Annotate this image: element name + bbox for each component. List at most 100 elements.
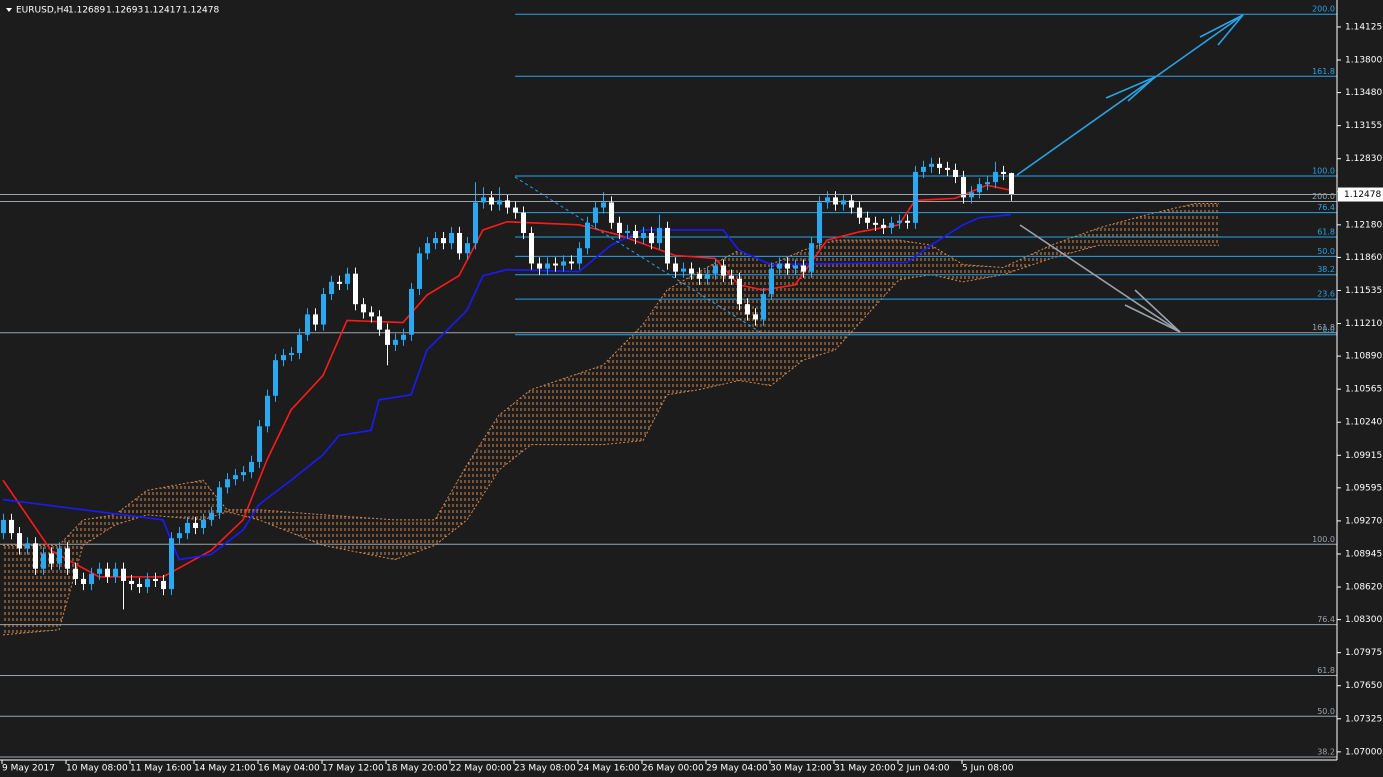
y-tick-label: 1.11210 [1345,319,1382,329]
candle-body [705,273,710,279]
fibo-label: 38.2 [1317,265,1335,274]
candle-body [417,253,422,289]
candle-body [689,268,694,274]
y-tick-label: 1.10565 [1345,385,1382,395]
candle-body [409,288,414,335]
candle-body [513,207,518,213]
candle-body [241,472,246,476]
candle-body [265,395,270,427]
candle-body [393,339,398,345]
x-tick-label: 9 May 2017 [2,764,55,774]
y-tick-label: 1.07325 [1345,714,1382,724]
candle-body [17,533,22,549]
y-tick-label: 1.08300 [1345,615,1382,625]
symbol: EURUSD,H4 [16,6,69,16]
candle-body [25,543,30,549]
candle-body [185,522,190,534]
header: EURUSD,H4 1.12689 1.12693 1.12417 1.1247… [6,6,219,16]
candle-body [329,281,334,295]
candle-body [321,294,326,325]
candle-body [721,265,726,276]
candle-body [249,461,254,473]
x-tick-label: 31 May 20:00 [834,764,896,774]
candle-body [41,553,46,569]
candle-body [745,304,750,315]
candle-body [433,238,438,244]
candle-body [921,166,926,172]
fibo-label: 0.0 [1322,325,1335,334]
candle-body [425,243,430,254]
down-arrow [1019,224,1181,333]
candle-body [57,548,62,564]
candle-body [289,353,294,356]
candle-body [49,553,54,564]
candle-body [9,519,14,534]
candle-body [929,163,934,167]
x-tick-label: 26 May 00:00 [642,764,704,774]
fibo-label: 50.0 [1317,247,1335,256]
fibo-label: 50.0 [1317,707,1335,716]
candle-body [561,261,566,266]
candle-body [961,177,966,198]
candle-body [785,263,790,269]
candle-body [577,248,582,264]
candle-body [817,202,822,244]
up-arrow [1016,14,1244,176]
fibo-label: 200.0 [1312,5,1335,14]
candle-body [729,275,734,279]
candle-body [753,314,758,320]
candle-body [465,243,470,254]
fibo-label: 61.8 [1317,666,1335,675]
candle-body [937,163,942,168]
last-low: 1.12417 [144,6,181,16]
candle-body [353,273,358,305]
fibo-label: 161.8 [1312,323,1335,332]
candle-body [225,479,230,488]
x-tick-label: 10 May 08:00 [66,764,128,774]
y-tick-label: 1.10890 [1345,352,1382,362]
candle-body [369,312,374,317]
fibo-label: 100.0 [1312,535,1335,544]
y-tick-label: 1.12180 [1345,220,1382,230]
candle-body [505,200,510,208]
candle-body [913,171,918,223]
x-tick-label: 14 May 21:00 [194,764,256,774]
candle-body [681,268,686,272]
candle-body [201,519,206,529]
candle-body [585,222,590,249]
candle-body [673,263,678,272]
candle-body [737,278,742,305]
y-tick-label: 1.11535 [1345,286,1382,296]
candle-body [33,543,38,569]
fibo-label: 76.4 [1317,203,1335,212]
candle-body [761,294,766,320]
candle-body [113,568,118,577]
candle-body [313,314,318,325]
candle-body [105,568,110,577]
candle-body [833,197,838,205]
fibo-layer: 200.0 161.8 100.0 76.4 61.8 50.0 38.2 23.6 0.0 20… [0,5,1337,758]
candle-body [217,487,222,513]
candle-body [609,202,614,223]
candle-body [793,265,798,269]
x-tick-label: 24 May 16:00 [578,764,640,774]
candle-body [809,243,814,272]
candle-body [345,273,350,284]
candle-body [649,232,654,244]
candle-body [601,202,606,208]
candle-body [985,182,990,185]
candle-body [473,202,478,244]
candle-body [881,224,886,228]
candle-body [857,207,862,218]
candle-body [233,475,238,480]
x-tick-label: 16 May 04:00 [258,764,320,774]
candle-body [81,578,86,584]
candle-body [177,533,182,539]
candle-body [569,261,574,264]
fibo-label: 100.0 [1312,167,1335,176]
y-tick-label: 1.07975 [1345,648,1382,658]
candle-body [977,184,982,193]
candle-body [657,227,662,244]
